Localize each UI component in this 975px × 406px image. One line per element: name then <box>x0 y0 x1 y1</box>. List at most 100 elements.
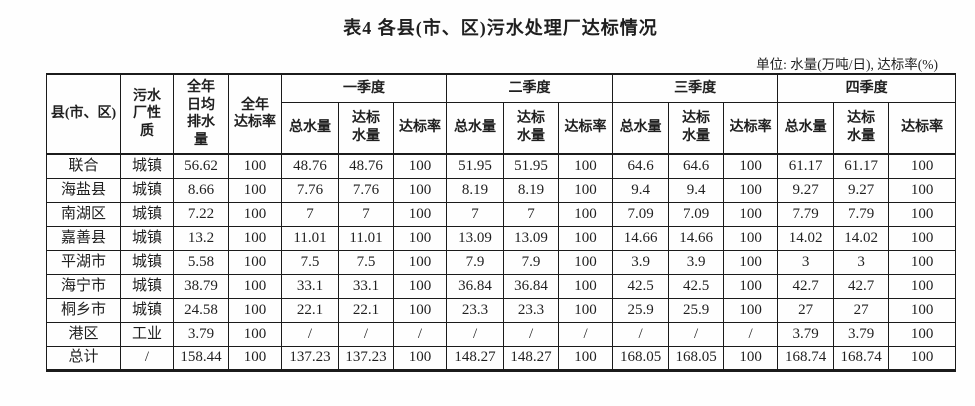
value-cell: 9.4 <box>612 177 670 203</box>
value-cell: 61.17 <box>777 153 835 179</box>
value-cell: 14.66 <box>668 225 725 251</box>
value-cell: 100 <box>723 273 779 299</box>
value-cell: 城镇 <box>120 297 174 323</box>
value-cell: 城镇 <box>120 249 174 275</box>
value-cell: 3.79 <box>833 321 890 347</box>
value-cell: 城镇 <box>120 177 174 203</box>
value-cell: 100 <box>723 225 779 251</box>
value-cell: 100 <box>392 225 448 251</box>
county-cell: 联合 <box>46 153 121 179</box>
county-cell: 南湖区 <box>46 201 121 227</box>
value-cell: 24.58 <box>173 297 229 323</box>
table-row: 桐乡市 城镇 24.58 100 22.1 22.1 100 23.3 23.3 100 25.9 2… <box>46 297 957 323</box>
value-cell: 100 <box>228 225 282 251</box>
value-cell: 100 <box>228 321 282 347</box>
value-cell: 22.1 <box>281 297 339 323</box>
value-cell: 137.23 <box>281 345 339 371</box>
value-cell: 8.19 <box>446 177 505 203</box>
value-cell: 36.84 <box>446 273 505 299</box>
value-cell: / <box>723 321 779 347</box>
table-row: 平湖市 城镇 5.58 100 7.5 7.5 100 7.9 7.9 100 3.9 3.9 100 3… <box>46 249 957 275</box>
county-cell: 海宁市 <box>46 273 121 299</box>
value-cell: 城镇 <box>120 273 174 299</box>
value-cell: 23.3 <box>503 297 560 323</box>
value-cell: 148.27 <box>446 345 505 371</box>
county-cell: 平湖市 <box>46 249 121 275</box>
value-cell: 100 <box>723 177 779 203</box>
value-cell: 8.19 <box>503 177 560 203</box>
value-cell: 100 <box>392 273 448 299</box>
col-header-annual-compliance-rate: 全年 达标率 <box>228 73 282 155</box>
value-cell: / <box>503 321 560 347</box>
value-cell: 100 <box>392 345 448 371</box>
col-header-county: 县(市、区) <box>46 73 121 155</box>
value-cell: 27 <box>833 297 890 323</box>
value-cell: 22.1 <box>338 297 394 323</box>
value-cell: 25.9 <box>668 297 725 323</box>
value-cell: 8.66 <box>173 177 229 203</box>
county-cell: 港区 <box>46 321 121 347</box>
value-cell: 100 <box>723 153 779 179</box>
value-cell: 100 <box>888 345 957 371</box>
value-cell: 100 <box>723 345 779 371</box>
value-cell: 9.27 <box>833 177 890 203</box>
value-cell: 48.76 <box>338 153 394 179</box>
subcol-q1-compliance-rate: 达标率 <box>392 101 448 155</box>
value-cell: 100 <box>392 177 448 203</box>
value-cell: 100 <box>228 249 282 275</box>
value-cell: 100 <box>888 297 957 323</box>
value-cell: / <box>392 321 448 347</box>
value-cell: 100 <box>558 201 614 227</box>
value-cell: 33.1 <box>338 273 394 299</box>
value-cell: 7.79 <box>777 201 835 227</box>
table-row: 海宁市 城镇 38.79 100 33.1 33.1 100 36.84 36.84 100 42.… <box>46 273 957 299</box>
value-cell: 137.23 <box>338 345 394 371</box>
subcol-q3-compliant-volume: 达标 水量 <box>668 101 725 155</box>
value-cell: 3 <box>777 249 835 275</box>
value-cell: 158.44 <box>173 345 229 371</box>
value-cell: / <box>668 321 725 347</box>
value-cell: 7.76 <box>338 177 394 203</box>
value-cell: 城镇 <box>120 153 174 179</box>
value-cell: 100 <box>228 177 282 203</box>
value-cell: 38.79 <box>173 273 229 299</box>
value-cell: / <box>120 345 174 371</box>
header-row-subcolumns: 总水量 达标 水量 达标率 总水量 达标 水量 达标率 总水量 达标 水量 达标… <box>47 101 957 155</box>
subcol-q4-compliance-rate: 达标率 <box>888 101 957 155</box>
subcol-q3-total-volume: 总水量 <box>612 101 670 155</box>
value-cell: 100 <box>888 177 957 203</box>
table-row: 海盐县 城镇 8.66 100 7.76 7.76 100 8.19 8.19 100 9.4 9.4… <box>46 177 957 203</box>
value-cell: 168.05 <box>612 345 670 371</box>
value-cell: 100 <box>228 201 282 227</box>
subcol-q1-total-volume: 总水量 <box>281 101 339 155</box>
value-cell: 100 <box>888 201 957 227</box>
value-cell: 100 <box>228 153 282 179</box>
subcol-q2-total-volume: 总水量 <box>446 101 505 155</box>
value-cell: 城镇 <box>120 225 174 251</box>
table-header: 县(市、区) 污水 厂性 质 全年 日均 排水 量 全年 达标率 一季度 二季度… <box>46 73 957 155</box>
value-cell: 100 <box>558 297 614 323</box>
value-cell: 100 <box>888 321 957 347</box>
value-cell: 100 <box>888 273 957 299</box>
col-header-quarter-2: 二季度 <box>446 73 614 103</box>
value-cell: 13.09 <box>503 225 560 251</box>
value-cell: 100 <box>392 153 448 179</box>
subcol-q3-compliance-rate: 达标率 <box>723 101 779 155</box>
col-header-quarter-3: 三季度 <box>612 73 779 103</box>
value-cell: 11.01 <box>338 225 394 251</box>
table-row: 总计/158.44 100 137.23 137.23 100 148.27 148.27 1… <box>46 345 957 371</box>
value-cell: 100 <box>558 177 614 203</box>
table-row: 南湖区 城镇 7.22 100 7 7 100 7 7 100 7.09 7.09 100 7.79 7.7… <box>46 201 957 227</box>
value-cell: 7.5 <box>281 249 339 275</box>
value-cell: 100 <box>888 225 957 251</box>
value-cell: 100 <box>558 273 614 299</box>
value-cell: 42.7 <box>833 273 890 299</box>
value-cell: 13.2 <box>173 225 229 251</box>
value-cell: 11.01 <box>281 225 339 251</box>
subcol-q2-compliant-volume: 达标 水量 <box>503 101 560 155</box>
county-cell: 桐乡市 <box>46 297 121 323</box>
value-cell: 100 <box>558 249 614 275</box>
value-cell: 100 <box>392 297 448 323</box>
value-cell: 3.79 <box>777 321 835 347</box>
